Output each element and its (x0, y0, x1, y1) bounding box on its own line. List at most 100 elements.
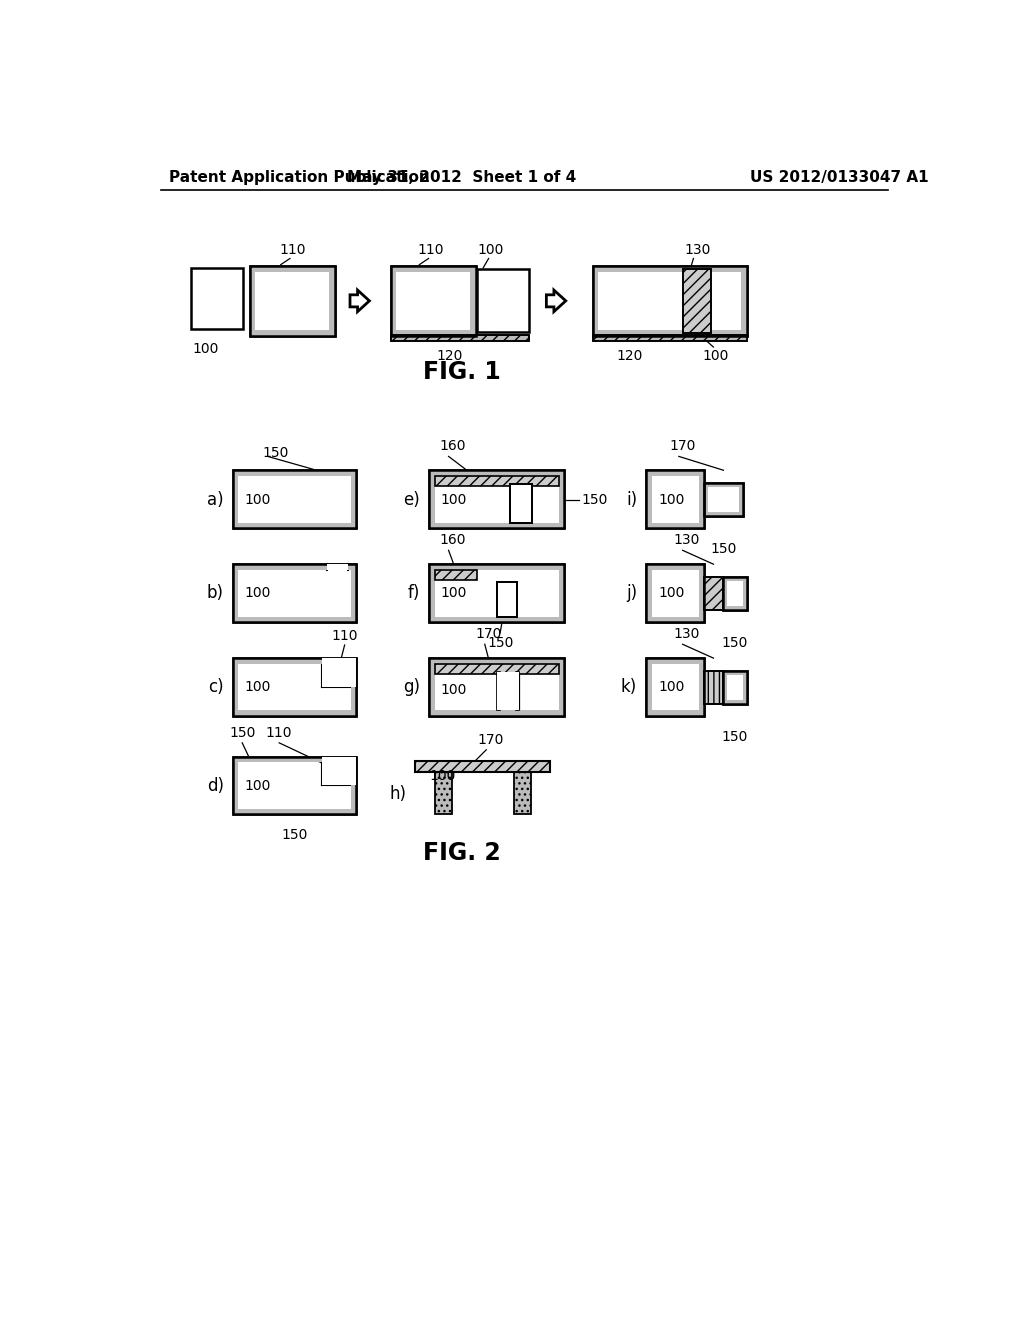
Text: 100: 100 (429, 770, 456, 783)
Bar (510, 484, 531, 523)
Text: 100: 100 (245, 779, 271, 793)
Text: 100: 100 (441, 684, 467, 697)
Text: d): d) (207, 777, 223, 795)
Bar (429, 523, 564, 528)
Text: 120: 120 (616, 348, 643, 363)
Bar (683, 268, 711, 333)
Bar (646, 659, 705, 664)
Bar (351, 475, 356, 523)
Bar (429, 710, 564, 715)
Bar (497, 582, 500, 616)
Bar (429, 664, 435, 710)
Text: h): h) (389, 784, 407, 803)
Text: 100: 100 (658, 680, 684, 694)
Text: 170: 170 (477, 734, 504, 747)
Bar (514, 582, 517, 616)
Bar (429, 659, 564, 715)
Bar (429, 470, 564, 475)
Bar (233, 756, 356, 762)
Bar (593, 267, 746, 335)
Text: 130: 130 (684, 243, 711, 257)
Text: 160: 160 (439, 440, 466, 453)
Bar (646, 470, 705, 475)
Bar (233, 659, 356, 664)
Bar (724, 577, 746, 581)
Bar (250, 272, 255, 330)
Bar (233, 664, 239, 710)
Bar (646, 564, 705, 570)
Bar (705, 512, 742, 516)
Text: 100: 100 (658, 492, 684, 507)
Text: May 31, 2012  Sheet 1 of 4: May 31, 2012 Sheet 1 of 4 (347, 170, 577, 185)
Bar (724, 606, 746, 610)
Bar (435, 772, 452, 814)
Bar (351, 570, 356, 616)
Bar (233, 659, 356, 715)
Text: 130: 130 (674, 627, 699, 642)
Text: 100: 100 (702, 348, 729, 363)
Bar (391, 267, 475, 335)
Text: f): f) (408, 585, 420, 602)
Bar (593, 335, 746, 341)
Bar (724, 671, 746, 704)
Text: 160: 160 (439, 533, 466, 548)
Bar (322, 659, 356, 664)
Bar (233, 564, 356, 622)
Bar (705, 487, 708, 512)
Text: 110: 110 (332, 628, 357, 643)
Bar (233, 809, 356, 814)
Bar (705, 577, 724, 610)
Bar (429, 616, 564, 622)
Bar (429, 564, 564, 570)
Bar (559, 664, 564, 710)
Bar (593, 267, 746, 272)
Bar (593, 272, 598, 330)
Bar (233, 564, 356, 622)
Bar (646, 659, 705, 715)
Bar (322, 762, 356, 785)
Bar (322, 664, 356, 686)
Bar (497, 582, 517, 616)
Bar (724, 671, 746, 675)
Text: a): a) (207, 491, 223, 508)
Bar (724, 671, 746, 704)
Bar (514, 772, 531, 814)
Bar (477, 269, 529, 333)
Bar (724, 577, 746, 610)
Bar (646, 570, 652, 616)
Bar (330, 272, 335, 330)
Text: FIG. 2: FIG. 2 (423, 841, 501, 865)
Bar (391, 272, 396, 330)
Text: 150: 150 (581, 492, 607, 507)
Bar (250, 267, 335, 272)
Text: 100: 100 (245, 680, 271, 694)
Bar (698, 475, 705, 523)
Bar (593, 330, 746, 335)
Bar (646, 710, 705, 715)
Bar (391, 267, 475, 335)
Text: 110: 110 (418, 243, 444, 257)
Polygon shape (350, 290, 370, 312)
Bar (510, 484, 513, 523)
Bar (391, 330, 475, 335)
Bar (435, 475, 559, 487)
Bar (429, 659, 564, 664)
Bar (233, 470, 356, 528)
Bar (233, 659, 356, 715)
Bar (646, 475, 652, 523)
Bar (724, 700, 746, 704)
Bar (724, 577, 746, 610)
Text: 150: 150 (711, 543, 736, 556)
Bar (429, 570, 435, 616)
Bar (233, 564, 356, 570)
Text: 150: 150 (282, 829, 308, 842)
Bar (233, 756, 356, 814)
Bar (429, 470, 564, 528)
Bar (705, 577, 724, 610)
Bar (739, 487, 742, 512)
Bar (351, 664, 356, 710)
Bar (705, 483, 742, 516)
Bar (741, 272, 746, 330)
Bar (742, 581, 746, 606)
Bar (515, 672, 518, 710)
